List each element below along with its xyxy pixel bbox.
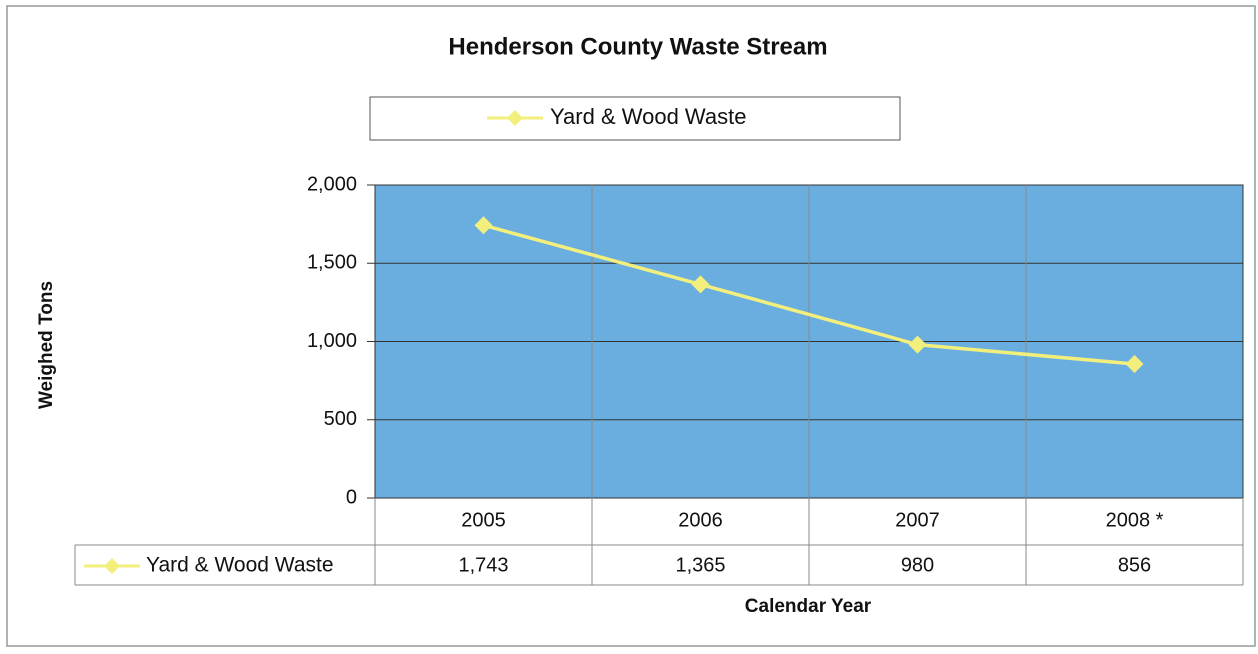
x-tick-label: 2006 <box>678 509 723 531</box>
y-tick-label: 500 <box>324 408 357 430</box>
data-point <box>908 335 927 354</box>
y-tick-label: 2,000 <box>307 173 357 195</box>
x-tick-label: 2007 <box>895 509 940 531</box>
table-value: 1,365 <box>675 554 725 576</box>
chart-title: Henderson County Waste Stream <box>448 33 827 60</box>
y-tick-label: 1,500 <box>307 252 357 274</box>
legend-box <box>369 96 901 141</box>
table-legend-marker <box>104 558 120 574</box>
x-axis-label: Calendar Year <box>745 596 872 617</box>
y-tick-label: 0 <box>346 486 357 508</box>
data-point <box>1125 355 1144 374</box>
legend-label: Yard & Wood Waste <box>550 104 746 129</box>
table-value: 980 <box>901 554 934 576</box>
table-value: 856 <box>1118 554 1151 576</box>
x-tick-label: 2005 <box>461 509 506 531</box>
legend-marker <box>507 110 523 126</box>
table-value: 1,743 <box>458 554 508 576</box>
y-tick-label: 1,000 <box>307 330 357 352</box>
series-line <box>483 223 1135 366</box>
x-tick-label: 2008 * <box>1106 509 1164 531</box>
data-point <box>474 216 493 235</box>
y-axis-label: Weighed Tons <box>36 281 57 409</box>
data-point <box>691 275 710 294</box>
table-series-label: Yard & Wood Waste <box>146 554 334 577</box>
